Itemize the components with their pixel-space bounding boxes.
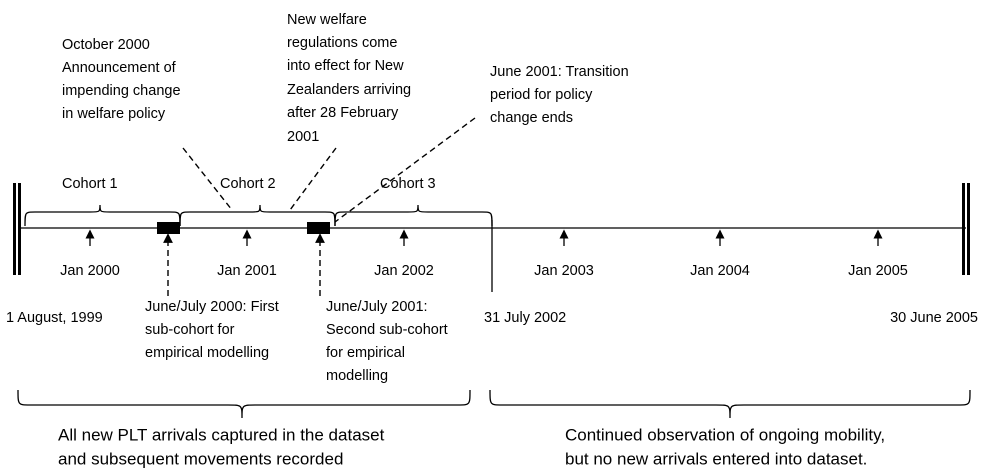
note-line: empirical modelling <box>145 345 269 361</box>
year-label: Jan 2005 <box>848 263 908 279</box>
annotation-line: regulations come <box>287 35 397 51</box>
annotation-line: after 28 February <box>287 105 399 121</box>
cohort-brace <box>179 204 336 227</box>
cohort-brace <box>24 204 181 227</box>
period-line: but no new arrivals entered into dataset… <box>565 449 867 468</box>
annotation-line: October 2000 <box>62 37 150 53</box>
cohort-label: Cohort 3 <box>380 176 436 192</box>
sub-cohort-box <box>307 222 330 234</box>
annotation-line: New welfare <box>287 12 367 28</box>
date-label: 1 August, 1999 <box>6 310 103 326</box>
annotation-pointer <box>334 117 476 223</box>
year-label: Jan 2004 <box>690 263 750 279</box>
note-line: Second sub-cohort <box>326 322 448 338</box>
period-line: and subsequent movements recorded <box>58 449 343 468</box>
date-label: 30 June 2005 <box>890 310 978 326</box>
sub-cohort-note: June/July 2001: Second sub-cohort for em… <box>326 299 448 384</box>
start-bar <box>13 183 16 275</box>
note-line: for empirical <box>326 345 405 361</box>
annotation: New welfare regulations come into effect… <box>287 12 411 145</box>
annotation-line: Zealanders arriving <box>287 82 411 98</box>
sub-cohort-box <box>157 222 180 234</box>
annotation-line: change ends <box>490 110 573 126</box>
end-bar <box>962 183 965 275</box>
annotation-pointer <box>182 147 233 211</box>
start-bar <box>18 183 21 275</box>
period-line: All new PLT arrivals captured in the dat… <box>58 425 385 444</box>
annotation-line: impending change <box>62 83 181 99</box>
annotation: October 2000 Announcement of impending c… <box>62 37 181 122</box>
annotation-line: into effect for New <box>287 58 404 74</box>
annotation-line: in welfare policy <box>62 106 166 122</box>
annotation-pointer <box>289 147 337 211</box>
cohort-brace <box>334 204 493 227</box>
date-label: 31 July 2002 <box>484 310 566 326</box>
cohort-label: Cohort 1 <box>62 176 118 192</box>
sub-cohort-note: June/July 2000: First sub-cohort for emp… <box>145 299 279 361</box>
year-label: Jan 2002 <box>374 263 434 279</box>
period-line: Continued observation of ongoing mobilit… <box>565 425 885 444</box>
period-note: All new PLT arrivals captured in the dat… <box>58 425 385 468</box>
annotation-line: Announcement of <box>62 60 177 76</box>
annotation-line: period for policy <box>490 87 593 103</box>
year-label: Jan 2001 <box>217 263 277 279</box>
year-label: Jan 2000 <box>60 263 120 279</box>
period-note: Continued observation of ongoing mobilit… <box>565 425 885 468</box>
annotation-line: 2001 <box>287 129 319 145</box>
note-line: June/July 2001: <box>326 299 428 315</box>
note-line: modelling <box>326 368 388 384</box>
year-label: Jan 2003 <box>534 263 594 279</box>
period-brace <box>489 389 971 419</box>
annotation: June 2001: Transition period for policy … <box>490 64 629 126</box>
period-brace <box>17 389 471 419</box>
year-arrows <box>85 229 883 246</box>
end-bar <box>967 183 970 275</box>
cohort-label: Cohort 2 <box>220 176 276 192</box>
note-line: June/July 2000: First <box>145 299 279 315</box>
note-line: sub-cohort for <box>145 322 235 338</box>
annotation-line: June 2001: Transition <box>490 64 629 80</box>
